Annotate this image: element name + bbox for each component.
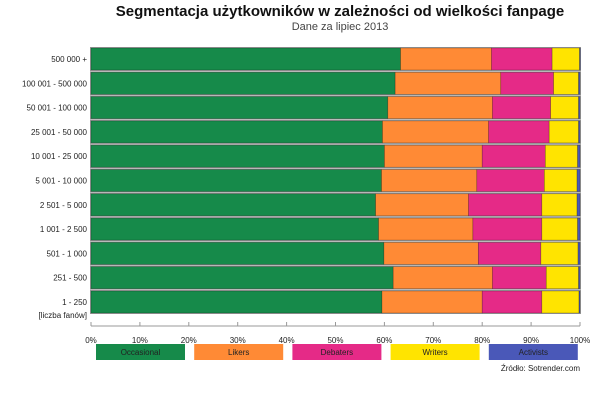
category-label: 2 501 - 5 000 xyxy=(40,201,88,210)
x-tick-label: 30% xyxy=(230,336,246,345)
bar-segment-occasional xyxy=(90,242,385,265)
x-tick-label: 0% xyxy=(85,336,97,345)
bar-segment-writers xyxy=(551,47,580,71)
bar-segment-writers xyxy=(541,290,580,314)
bar-segment-likers xyxy=(400,47,492,71)
legend-label: Occasional xyxy=(121,348,161,357)
bar-segment-likers xyxy=(378,217,474,241)
category-label: 1 - 250 xyxy=(62,298,87,307)
bar-segment-activists xyxy=(576,193,581,217)
legend-swatch-debaters xyxy=(292,344,382,360)
x-tick-label: 20% xyxy=(181,336,197,345)
x-tick-label: 10% xyxy=(132,336,148,345)
source-note: Źródło: Sotrender.com xyxy=(501,364,580,373)
bar-segment-activists xyxy=(578,96,581,119)
bar-segment-debaters xyxy=(481,144,546,168)
legend-swatch-likers xyxy=(194,344,284,360)
bar-segment-likers xyxy=(392,266,493,290)
bar-segment-occasional xyxy=(90,96,389,119)
bar-segment-writers xyxy=(544,169,578,192)
bar-segment-debaters xyxy=(491,47,553,71)
bar-segment-debaters xyxy=(476,169,545,192)
bar-segment-occasional xyxy=(90,193,376,217)
bar-segment-debaters xyxy=(492,96,551,119)
category-label: 50 001 - 100 000 xyxy=(27,104,88,113)
chart-title: Segmentacja użytkowników w zależności od… xyxy=(116,3,564,20)
bar-segment-occasional xyxy=(90,144,385,168)
bar-segment-debaters xyxy=(500,72,554,95)
bar-segment-activists xyxy=(578,120,581,144)
bar-segment-writers xyxy=(548,120,579,144)
bar-segment-occasional xyxy=(90,47,401,71)
bar-segment-debaters xyxy=(472,217,543,241)
bar-segment-likers xyxy=(387,96,493,119)
category-label: 251 - 500 xyxy=(53,274,87,283)
bar-segment-debaters xyxy=(481,290,543,314)
bar-segment-occasional xyxy=(90,72,396,95)
bar-segment-writers xyxy=(544,144,578,168)
bar-segment-activists xyxy=(579,47,581,71)
y-axis-label: [liczba fanów] xyxy=(39,311,87,320)
bar-segment-writers xyxy=(540,242,579,265)
bar-segment-activists xyxy=(577,242,581,265)
bar-segment-occasional xyxy=(90,266,394,290)
x-tick-label: 90% xyxy=(523,336,539,345)
category-label: 1 001 - 2 500 xyxy=(40,225,88,234)
bar-segment-writers xyxy=(550,96,579,119)
bar-segment-likers xyxy=(382,120,489,144)
x-tick-label: 70% xyxy=(425,336,441,345)
bar-segment-debaters xyxy=(488,120,550,144)
legend-swatch-activists xyxy=(488,344,578,360)
bar-segment-debaters xyxy=(492,266,547,290)
bar-segment-debaters xyxy=(477,242,542,265)
x-tick-label: 80% xyxy=(474,336,490,345)
bar-segment-activists xyxy=(577,144,581,168)
bar-segment-writers xyxy=(541,217,578,241)
bar-segment-likers xyxy=(381,169,478,192)
bar-segment-debaters xyxy=(468,193,543,217)
bar-segment-occasional xyxy=(90,120,383,144)
x-tick-label: 100% xyxy=(570,336,590,345)
bar-segment-writers xyxy=(545,266,579,290)
bar-segment-likers xyxy=(394,72,502,95)
category-label: 501 - 1 000 xyxy=(47,249,88,258)
bar-segment-activists xyxy=(576,169,581,192)
category-label: 25 001 - 50 000 xyxy=(31,128,88,137)
bar-segment-activists xyxy=(578,266,581,290)
legend-label: Debaters xyxy=(321,348,353,357)
legend-label: Likers xyxy=(228,348,249,357)
legend-label: Writers xyxy=(423,348,448,357)
bar-segment-activists xyxy=(577,217,581,241)
x-tick-label: 50% xyxy=(327,336,343,345)
bar-segment-likers xyxy=(383,242,479,265)
category-label: 500 000 + xyxy=(51,55,87,64)
category-label: 5 001 - 10 000 xyxy=(35,177,87,186)
bar-segment-occasional xyxy=(90,217,379,241)
bar-segment-occasional xyxy=(90,290,383,314)
category-label: 100 001 - 500 000 xyxy=(22,79,87,88)
chart-subtitle: Dane za lipiec 2013 xyxy=(292,21,389,33)
legend-swatch-writers xyxy=(390,344,480,360)
bar-segment-likers xyxy=(384,144,483,168)
bar-segment-writers xyxy=(541,193,578,217)
x-tick-label: 60% xyxy=(376,336,392,345)
bar-segment-likers xyxy=(381,290,483,314)
legend-label: Activists xyxy=(519,348,548,357)
bar-segment-activists xyxy=(578,72,581,95)
bar-segment-occasional xyxy=(90,169,382,192)
x-tick-label: 40% xyxy=(279,336,295,345)
bar-segment-activists xyxy=(578,290,581,314)
category-label: 10 001 - 25 000 xyxy=(31,152,88,161)
bar-segment-likers xyxy=(375,193,469,217)
legend-swatch-occasional xyxy=(96,344,185,360)
bar-segment-writers xyxy=(553,72,579,95)
